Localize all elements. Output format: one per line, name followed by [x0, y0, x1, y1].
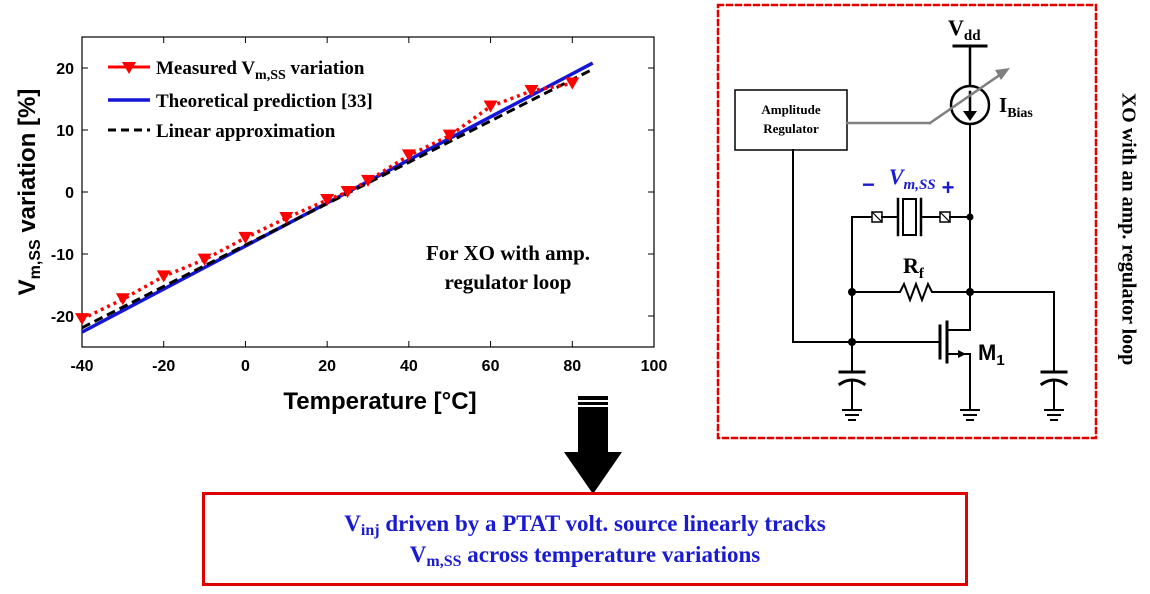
crystal-resonator-icon	[851, 197, 974, 291]
legend-label-linear: Linear approximation	[156, 121, 336, 142]
amplitude-regulator-block	[734, 89, 848, 151]
ground-icon	[960, 409, 980, 421]
data-point-measured	[442, 129, 457, 142]
circuit-frame	[716, 3, 1098, 440]
plot-annotation-line2: regulator loop	[445, 270, 572, 294]
feedback-resistor-icon	[851, 281, 971, 303]
node-dot	[848, 338, 856, 346]
nmos-transistor-icon	[938, 320, 971, 411]
y-tick-label: 20	[56, 61, 74, 78]
data-point-measured	[115, 293, 130, 306]
series-layer	[75, 61, 594, 334]
right-capacitor-icon	[1039, 370, 1069, 411]
conclusion-banner: Vinj driven by a PTAT volt. source linea…	[202, 492, 968, 586]
data-point-measured	[75, 313, 89, 326]
data-point-measured	[524, 84, 539, 97]
left-capacitor-icon	[837, 370, 867, 411]
data-point-measured	[340, 186, 355, 198]
data-point-measured	[320, 194, 335, 207]
data-point-measured	[483, 100, 498, 113]
banner-line1: Vinj driven by a PTAT volt. source linea…	[344, 511, 826, 539]
data-point-measured	[361, 174, 375, 187]
ground-icon	[1044, 409, 1064, 421]
x-tick-label: 40	[400, 358, 418, 375]
x-axis-title: Temperature [°C]	[283, 388, 476, 415]
regulator-label-line1: Amplitude	[761, 102, 820, 117]
x-tick-label: 80	[563, 358, 581, 375]
y-axis-title: Vm,SS variation [%]	[14, 89, 44, 296]
axis-ticks: -40 -20 0 20 40 60 80 100 -20 -10 0 10 20	[51, 37, 668, 375]
x-tick-label: 0	[241, 358, 250, 375]
vdd-label: Vdd	[948, 15, 981, 44]
rf-label: Rf	[903, 253, 925, 282]
current-source-icon	[928, 68, 1010, 126]
data-point-measured	[156, 270, 171, 283]
legend-marker-measured	[122, 62, 136, 74]
regulator-input-wire	[792, 149, 853, 343]
chart-plot: -40 -20 0 20 40 60 80 100 -20 -10 0 10 20 Measured V…	[14, 36, 668, 415]
x-tick-label: 20	[318, 358, 336, 375]
data-point-measured	[279, 212, 294, 225]
y-tick-label: -20	[51, 309, 74, 326]
y-tick-label: 10	[56, 123, 74, 140]
circuit-schematic: Vdd IBias Amplitude Regulator − Vm,SS +	[716, 3, 1098, 440]
circuit-title: XO with an amp. regulator loop	[1117, 92, 1140, 366]
vm-label: − Vm,SS +	[862, 164, 955, 200]
y-tick-label: 0	[65, 185, 74, 202]
data-point-measured	[238, 231, 253, 244]
legend: Measured Vm,SS variation Theoretical pre…	[108, 58, 373, 142]
data-point-measured	[197, 253, 212, 266]
ibias-label: IBias	[999, 93, 1033, 121]
down-arrow-icon	[564, 396, 622, 494]
regulator-label-line2: Regulator	[763, 121, 819, 136]
data-point-measured	[401, 149, 416, 162]
legend-label-theory: Theoretical prediction [33]	[156, 91, 373, 112]
x-tick-label: 60	[482, 358, 500, 375]
y-tick-label: -10	[51, 247, 74, 264]
data-point-measured	[565, 77, 580, 90]
series-line-measured	[81, 81, 573, 321]
legend-label-measured: Measured Vm,SS variation	[156, 58, 365, 83]
series-line-linear	[81, 67, 594, 330]
x-tick-label: -40	[70, 358, 93, 375]
m1-label: M1	[978, 340, 1005, 369]
output-wire	[969, 291, 1055, 371]
ground-icon	[842, 409, 862, 421]
plot-annotation-line1: For XO with amp.	[426, 241, 590, 265]
plot-frame	[81, 36, 655, 348]
banner-line2: Vm,SS across temperature variations	[409, 542, 761, 570]
x-tick-label: -20	[152, 358, 175, 375]
x-tick-label: 100	[641, 358, 668, 375]
